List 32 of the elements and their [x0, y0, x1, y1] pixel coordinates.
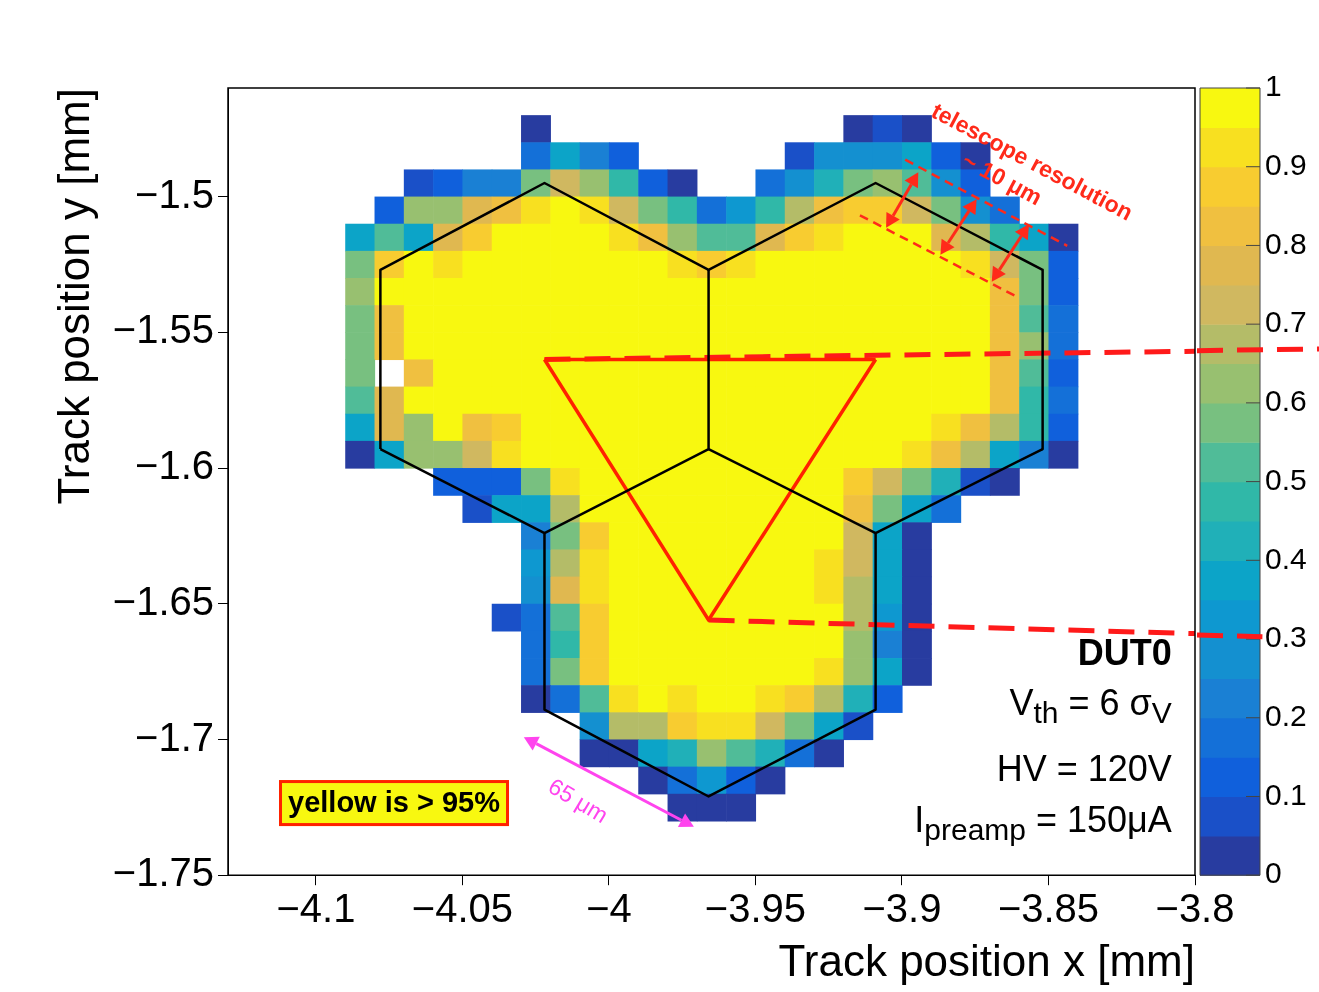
x-tick-label: −3.85 — [997, 886, 1100, 931]
annotation: 65 μm — [544, 772, 613, 829]
annotation: DUT0 — [1077, 632, 1172, 674]
x-tick-label: −4.05 — [411, 886, 514, 931]
color-bar-label: 0.2 — [1265, 699, 1307, 733]
color-bar-label: 0.7 — [1265, 305, 1307, 339]
y-axis-title: Track position y [mm] — [48, 88, 98, 505]
y-tick-label: −1.75 — [112, 850, 215, 895]
annotation: I$_{preamp}$ = 150μA — [914, 799, 1172, 847]
color-bar-label: 0.5 — [1265, 462, 1307, 496]
y-tick-label: −1.55 — [112, 307, 215, 352]
x-tick-label: −4 — [586, 886, 632, 931]
y-tick-label: −1.7 — [135, 714, 215, 759]
annotation: yellow is > 95% — [279, 780, 510, 827]
x-axis-title: Track position x [mm] — [778, 935, 1195, 985]
color-bar-label: 0.9 — [1265, 147, 1307, 181]
color-bar-label: 0.6 — [1265, 384, 1307, 418]
color-bar-label: 0.3 — [1265, 620, 1307, 654]
x-tick-label: −3.9 — [862, 886, 942, 931]
annotation: V$_{th}$ = 6 σ$_{V}$ — [1009, 681, 1172, 729]
color-bar-label: 0.4 — [1265, 541, 1307, 575]
y-tick-label: −1.5 — [135, 171, 215, 216]
x-tick-label: −4.1 — [276, 886, 356, 931]
x-tick-label: −3.95 — [704, 886, 807, 931]
y-tick-label: −1.6 — [135, 443, 215, 488]
color-bar-label: 0.8 — [1265, 226, 1307, 260]
y-tick-label: −1.65 — [112, 578, 215, 623]
color-bar-label: 0 — [1265, 856, 1282, 890]
annotation: HV = 120V — [996, 747, 1172, 789]
color-bar-label: 1 — [1265, 69, 1282, 103]
color-bar-label: 0.1 — [1265, 777, 1307, 811]
x-tick-label: −3.8 — [1155, 886, 1235, 931]
